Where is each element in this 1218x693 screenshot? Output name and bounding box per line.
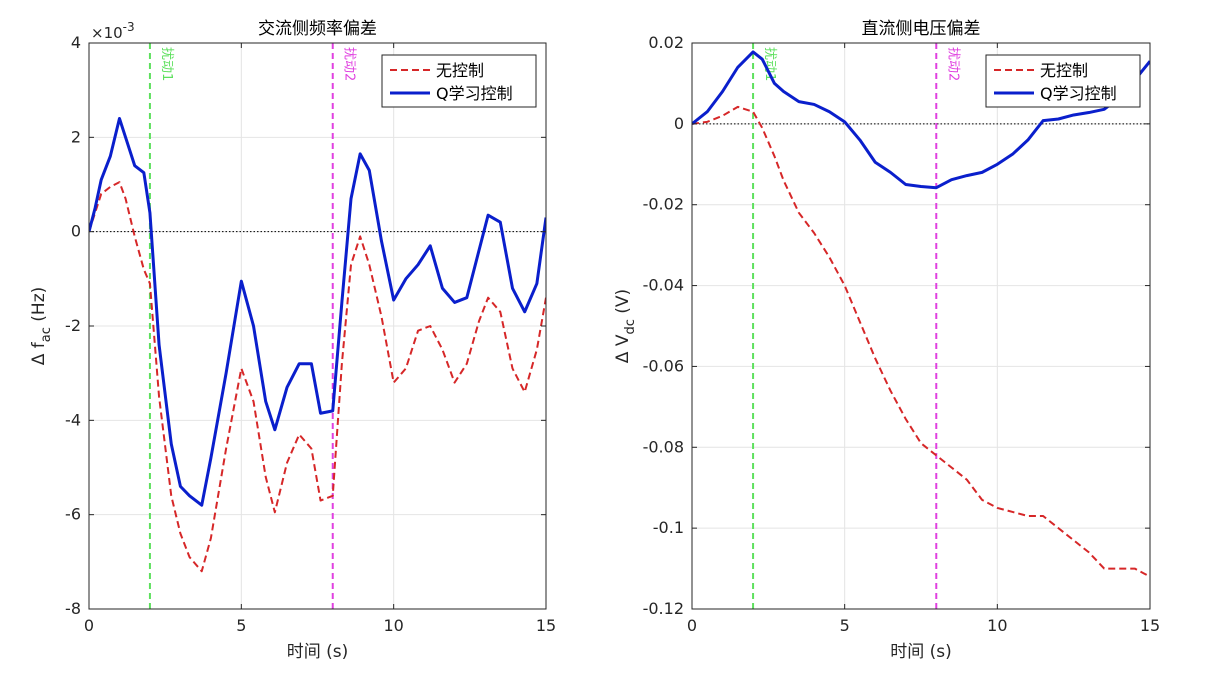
axes-frame bbox=[691, 42, 1151, 610]
disturbance-marker-label-2: 扰动2 bbox=[945, 47, 960, 81]
disturbance-marker-label-1: 扰动1 bbox=[159, 47, 174, 81]
y-tick-label: 4 bbox=[71, 33, 81, 52]
legend: 无控制 Q学习控制 bbox=[985, 54, 1141, 108]
x-tick-label: 15 bbox=[536, 616, 556, 635]
y-tick-label: -0.02 bbox=[643, 195, 684, 214]
legend-label-q-learning: Q学习控制 bbox=[1040, 84, 1117, 103]
y-axis-label-subscript: dc bbox=[623, 319, 638, 334]
chart-title: 直流侧电压偏差 bbox=[862, 19, 981, 39]
y-tick-label: -0.08 bbox=[643, 437, 684, 456]
y-tick-label: 0.02 bbox=[648, 33, 684, 52]
y-tick-label: -6 bbox=[65, 505, 81, 524]
y-tick-label: -0.04 bbox=[643, 276, 684, 295]
y-tick-label: 0 bbox=[674, 114, 684, 133]
y-tick-label: 2 bbox=[71, 127, 81, 146]
disturbance-marker-label-2: 扰动2 bbox=[342, 47, 357, 81]
disturbance-marker-label-1: 扰动1 bbox=[762, 47, 777, 81]
series-line-q-learning bbox=[89, 116, 546, 507]
y-tick-label: -0.12 bbox=[643, 599, 684, 618]
legend: 无控制 Q学习控制 bbox=[381, 54, 537, 108]
x-tick-label: 5 bbox=[236, 616, 246, 635]
y-axis-label-unit: (Hz) bbox=[29, 287, 49, 327]
x-axis-label: 时间 (s) bbox=[287, 642, 349, 662]
legend-label-q-learning: Q学习控制 bbox=[436, 84, 513, 103]
legend-box bbox=[381, 54, 537, 108]
y-axis-exponent-base: ×10 bbox=[91, 24, 123, 42]
x-tick-label: 5 bbox=[840, 616, 850, 635]
y-axis-exponent-power: -3 bbox=[123, 20, 135, 34]
legend-box bbox=[985, 54, 1141, 108]
series-line-no-control bbox=[89, 181, 546, 573]
series-line-q-learning bbox=[692, 50, 1150, 190]
y-tick-label: -4 bbox=[65, 410, 81, 429]
y-tick-label: -0.1 bbox=[653, 518, 684, 537]
legend-label-no-control: 无控制 bbox=[1040, 61, 1088, 80]
chart-title: 交流侧频率偏差 bbox=[258, 19, 377, 39]
y-tick-label: 0 bbox=[71, 222, 81, 241]
x-tick-label: 10 bbox=[987, 616, 1007, 635]
y-axis-label-subscript: ac bbox=[39, 327, 54, 342]
x-tick-label: 15 bbox=[1140, 616, 1160, 635]
x-tick-label: 0 bbox=[687, 616, 697, 635]
y-axis-label-main: Δ f bbox=[29, 341, 49, 365]
chart-panel-2: 扰动1 扰动2 0 5 10 15 -0.12 -0.1 -0.08 -0.06 -0.04 -0.0… bbox=[613, 19, 1160, 662]
series-line-no-control bbox=[692, 105, 1150, 578]
y-axis-exponent: ×10-3 bbox=[91, 20, 135, 42]
y-tick-label: -0.06 bbox=[643, 356, 684, 375]
y-tick-label: -2 bbox=[65, 316, 81, 335]
x-axis-label: 时间 (s) bbox=[890, 642, 952, 662]
y-axis-label-main: Δ V bbox=[613, 334, 633, 363]
x-tick-label: 0 bbox=[84, 616, 94, 635]
legend-label-no-control: 无控制 bbox=[436, 61, 484, 80]
y-axis-label: Δ Vdc (V) bbox=[613, 289, 638, 363]
y-tick-label: -8 bbox=[65, 599, 81, 618]
y-axis-label-unit: (V) bbox=[613, 289, 633, 319]
y-axis-label: Δ fac (Hz) bbox=[29, 287, 54, 366]
x-tick-label: 10 bbox=[383, 616, 403, 635]
